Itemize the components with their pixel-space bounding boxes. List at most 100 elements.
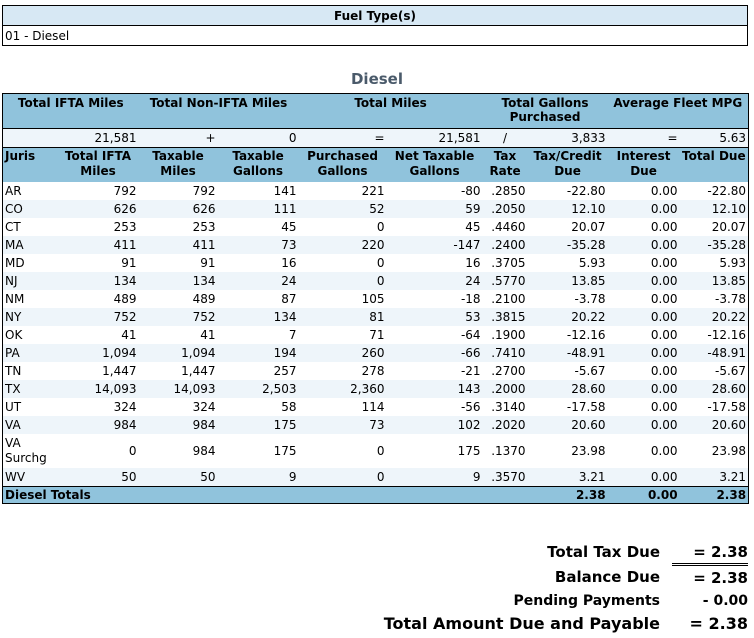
diesel-totals-row: Diesel Totals 2.38 0.00 2.38 bbox=[2, 486, 749, 504]
cell-taxable-gallons: 87 bbox=[217, 290, 299, 308]
cell-taxable-miles: 134 bbox=[138, 272, 218, 290]
cell-tax-credit-due: 13.85 bbox=[527, 272, 608, 290]
cell-total-due: -5.67 bbox=[679, 362, 749, 380]
table-row: PA 1,094 1,094 194 260 -66.7410 -48.91 0.00 -48.… bbox=[2, 344, 749, 362]
table-row: MA 411 411 73 220 -147.2400 -35.28 0.00 -35.28 bbox=[2, 236, 749, 254]
cell-tax-credit-due: 28.60 bbox=[527, 380, 608, 398]
column-header-net-taxable-gallons: Net Taxable Gallons bbox=[386, 147, 483, 182]
cell-taxable-miles: 1,094 bbox=[138, 344, 218, 362]
total-payable-row: Total Amount Due and Payable = 2.38 bbox=[384, 612, 748, 635]
cell-tax-rate: .3705 bbox=[482, 254, 528, 272]
cell-tax-rate: .2050 bbox=[482, 200, 528, 218]
cell-taxable-gallons: 134 bbox=[217, 308, 299, 326]
diesel-table: Total IFTA Miles Total Non-IFTA Miles To… bbox=[2, 93, 750, 504]
cell-interest-due: 0.00 bbox=[607, 236, 680, 254]
cell-tax-rate: .2700 bbox=[482, 362, 528, 380]
cell-interest-due: 0.00 bbox=[607, 200, 680, 218]
cell-taxable-gallons: 111 bbox=[217, 200, 299, 218]
cell-taxable-miles: 626 bbox=[138, 200, 218, 218]
summary-total-miles-header: Total Miles bbox=[298, 93, 483, 129]
cell-total-ifta-miles: 984 bbox=[57, 416, 139, 434]
cell-juris: PA bbox=[2, 344, 58, 362]
summary-plus-sign: + bbox=[138, 128, 218, 148]
cell-tax-rate: .2020 bbox=[482, 416, 528, 434]
cell-net-taxable-gallons: -18 bbox=[386, 290, 483, 308]
pending-payments-row: Pending Payments - 0.00 bbox=[384, 589, 748, 612]
balance-due-label: Balance Due bbox=[554, 567, 660, 586]
diesel-totals-label: Diesel Totals bbox=[2, 486, 218, 504]
cell-net-taxable-gallons: 59 bbox=[386, 200, 483, 218]
cell-juris: AR bbox=[2, 182, 58, 200]
totals-total-due: 2.38 bbox=[679, 486, 749, 504]
cell-total-ifta-miles: 626 bbox=[57, 200, 139, 218]
cell-net-taxable-gallons: -21 bbox=[386, 362, 483, 380]
cell-taxable-gallons: 257 bbox=[217, 362, 299, 380]
cell-total-ifta-miles: 411 bbox=[57, 236, 139, 254]
cell-juris: WV bbox=[2, 468, 58, 487]
cell-tax-rate: .3140 bbox=[482, 398, 528, 416]
cell-purchased-gallons: 0 bbox=[298, 272, 387, 290]
table-row: VA Surchg 0 984 175 0 175.1370 23.98 0.00 23.98 bbox=[2, 434, 749, 468]
section-title: Diesel bbox=[350, 70, 403, 88]
cell-purchased-gallons: 81 bbox=[298, 308, 387, 326]
cell-total-ifta-miles: 91 bbox=[57, 254, 139, 272]
cell-tax-credit-due: -12.16 bbox=[527, 326, 608, 344]
cell-taxable-gallons: 24 bbox=[217, 272, 299, 290]
cell-juris: NJ bbox=[2, 272, 58, 290]
totals-tax-credit-due: 2.38 bbox=[527, 486, 608, 504]
cell-taxable-miles: 489 bbox=[138, 290, 218, 308]
cell-taxable-gallons: 141 bbox=[217, 182, 299, 200]
summary-total-ifta-miles: 21,581 bbox=[2, 128, 139, 148]
cell-net-taxable-gallons: 16 bbox=[386, 254, 483, 272]
cell-tax-credit-due: 12.10 bbox=[527, 200, 608, 218]
cell-taxable-miles: 91 bbox=[138, 254, 218, 272]
cell-total-due: -17.58 bbox=[679, 398, 749, 416]
cell-tax-rate: .2100 bbox=[482, 290, 528, 308]
cell-total-due: 20.22 bbox=[679, 308, 749, 326]
cell-net-taxable-gallons: -80 bbox=[386, 182, 483, 200]
cell-purchased-gallons: 71 bbox=[298, 326, 387, 344]
cell-net-taxable-gallons: 53 bbox=[386, 308, 483, 326]
cell-total-ifta-miles: 752 bbox=[57, 308, 139, 326]
table-row: NJ 134 134 24 0 24.5770 13.85 0.00 13.85 bbox=[2, 272, 749, 290]
cell-juris: VA Surchg bbox=[2, 434, 58, 468]
cell-taxable-gallons: 175 bbox=[217, 416, 299, 434]
table-row: AR 792 792 141 221 -80.2850 -22.80 0.00 -22.80 bbox=[2, 182, 749, 200]
cell-taxable-miles: 411 bbox=[138, 236, 218, 254]
summary-total-gallons-header: Total Gallons Purchased bbox=[482, 93, 608, 129]
cell-total-ifta-miles: 324 bbox=[57, 398, 139, 416]
cell-purchased-gallons: 220 bbox=[298, 236, 387, 254]
cell-total-ifta-miles: 792 bbox=[57, 182, 139, 200]
cell-interest-due: 0.00 bbox=[607, 218, 680, 236]
cell-interest-due: 0.00 bbox=[607, 344, 680, 362]
table-row: WV 50 50 9 0 9.3570 3.21 0.00 3.21 bbox=[2, 468, 749, 487]
summary-total-ifta-miles-header: Total IFTA Miles bbox=[2, 93, 139, 129]
totals-spacer bbox=[217, 486, 528, 504]
cell-juris: OK bbox=[2, 326, 58, 344]
cell-purchased-gallons: 0 bbox=[298, 218, 387, 236]
cell-total-due: -12.16 bbox=[679, 326, 749, 344]
column-header-tax-rate: Tax Rate bbox=[482, 147, 528, 182]
cell-tax-rate: .7410 bbox=[482, 344, 528, 362]
cell-tax-credit-due: -35.28 bbox=[527, 236, 608, 254]
cell-juris: TN bbox=[2, 362, 58, 380]
cell-total-ifta-miles: 489 bbox=[57, 290, 139, 308]
cell-taxable-gallons: 194 bbox=[217, 344, 299, 362]
cell-taxable-gallons: 16 bbox=[217, 254, 299, 272]
column-header-purchased-gallons: Purchased Gallons bbox=[298, 147, 387, 182]
cell-taxable-miles: 41 bbox=[138, 326, 218, 344]
cell-purchased-gallons: 105 bbox=[298, 290, 387, 308]
cell-tax-rate: .2850 bbox=[482, 182, 528, 200]
cell-net-taxable-gallons: 24 bbox=[386, 272, 483, 290]
cell-net-taxable-gallons: 143 bbox=[386, 380, 483, 398]
column-header-juris: Juris bbox=[2, 147, 58, 182]
cell-net-taxable-gallons: -56 bbox=[386, 398, 483, 416]
cell-taxable-miles: 792 bbox=[138, 182, 218, 200]
cell-purchased-gallons: 0 bbox=[298, 468, 387, 487]
cell-interest-due: 0.00 bbox=[607, 416, 680, 434]
cell-taxable-miles: 752 bbox=[138, 308, 218, 326]
cell-taxable-gallons: 58 bbox=[217, 398, 299, 416]
cell-interest-due: 0.00 bbox=[607, 290, 680, 308]
cell-net-taxable-gallons: -147 bbox=[386, 236, 483, 254]
cell-total-ifta-miles: 1,447 bbox=[57, 362, 139, 380]
